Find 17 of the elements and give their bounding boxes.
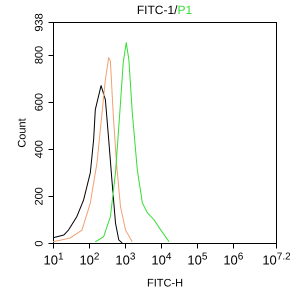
y-axis-title: Count — [16, 118, 28, 148]
x-tick-label: 10$^{4}$ — [151, 251, 172, 268]
y-tick-label: 200 — [34, 187, 46, 206]
x-tick-label: 10$^{3}$ — [115, 251, 136, 268]
y-tick-label: 400 — [34, 140, 46, 158]
x-tick-label: 10$^{5}$ — [187, 251, 208, 268]
text: P1 — [177, 3, 192, 17]
y-tick-label: 938 — [34, 13, 46, 32]
x-tick-label: 10$^{6}$ — [223, 251, 244, 268]
y-tick-label: 0 — [34, 240, 46, 247]
x-tick-label: 10$^{2}$ — [79, 251, 100, 268]
x-tick-label: 10$^{1}$ — [43, 251, 64, 268]
y-tick-label: 600 — [34, 92, 46, 112]
chart-title: FITC-1/ — [136, 3, 178, 17]
y-tick-label: 800 — [34, 46, 46, 64]
x-tick-label: 10$^{7.2}$ — [262, 251, 290, 268]
x-axis-title: FITC-H — [146, 278, 184, 290]
